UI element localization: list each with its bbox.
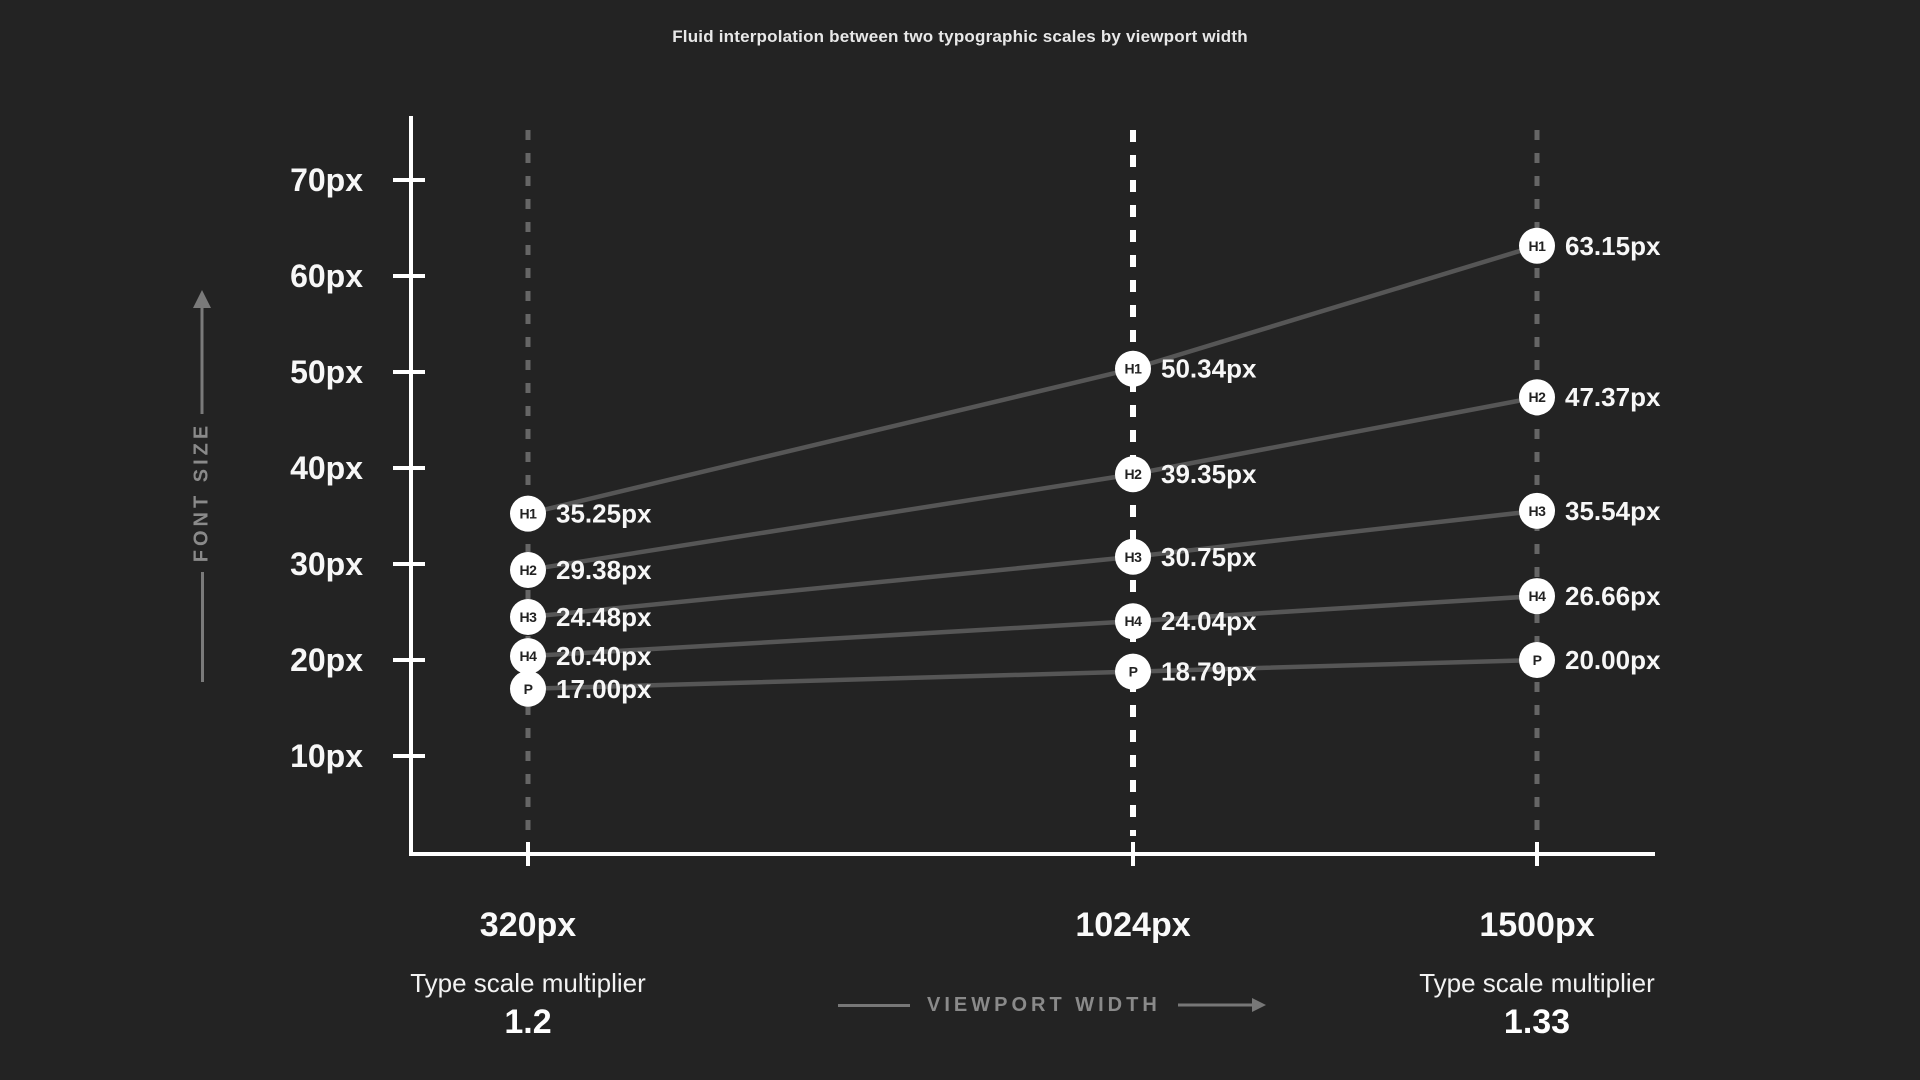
multiplier-caption: Type scale multiplier bbox=[1419, 968, 1655, 998]
value-label-H2-320px: 29.38px bbox=[556, 555, 652, 585]
point-tag-H1: H1 bbox=[1529, 238, 1547, 254]
point-H2-1500px bbox=[1519, 379, 1555, 416]
value-label-H3-1500px: 35.54px bbox=[1565, 496, 1661, 526]
multiplier-caption: Type scale multiplier bbox=[410, 968, 646, 998]
x-axis-caption: VIEWPORT WIDTH bbox=[838, 990, 1266, 1020]
point-H3-1024px bbox=[1115, 538, 1151, 575]
point-tag-H4: H4 bbox=[1125, 613, 1143, 629]
value-label-H2-1024px: 39.35px bbox=[1161, 459, 1257, 489]
y-axis-caption: FONT SIZE bbox=[188, 290, 216, 686]
point-P-1024px bbox=[1115, 653, 1151, 690]
x-axis-caption-label: VIEWPORT WIDTH bbox=[927, 993, 1161, 1016]
point-P-320px bbox=[510, 670, 546, 707]
x-label-1500px: 1500px bbox=[1479, 906, 1594, 944]
point-H1-320px bbox=[510, 495, 546, 532]
series-line-H1 bbox=[525, 243, 1540, 516]
multiplier-footer-320: Type scale multiplier 1.2 bbox=[318, 966, 738, 1041]
y-tick-label-40px: 40px bbox=[290, 450, 363, 486]
series-line-H4 bbox=[525, 593, 1540, 659]
y-tick-label-30px: 30px bbox=[290, 546, 363, 582]
y-axis-caption-line bbox=[201, 572, 204, 682]
point-tag-H4: H4 bbox=[520, 648, 538, 664]
multiplier-value: 1.33 bbox=[1503, 1003, 1571, 1041]
point-H1-1500px bbox=[1519, 227, 1555, 264]
y-tick-label-60px: 60px bbox=[290, 258, 363, 294]
point-tag-H2: H2 bbox=[1125, 466, 1143, 482]
point-H2-320px bbox=[510, 551, 546, 588]
y-tick-label-70px: 70px bbox=[290, 162, 363, 198]
up-arrow-icon bbox=[193, 290, 211, 414]
y-tick-label-20px: 20px bbox=[290, 642, 363, 678]
point-H1-1024px bbox=[1115, 350, 1151, 387]
x-axis-caption-line bbox=[838, 1003, 910, 1007]
point-tag-H1: H1 bbox=[520, 506, 538, 522]
value-label-P-1024px: 18.79px bbox=[1161, 657, 1257, 687]
value-label-P-320px: 17.00px bbox=[556, 674, 652, 704]
value-label-H3-1024px: 30.75px bbox=[1161, 542, 1257, 572]
point-tag-P: P bbox=[1533, 652, 1542, 668]
point-H2-1024px bbox=[1115, 456, 1151, 493]
chart-title: Fluid interpolation between two typograp… bbox=[672, 27, 1248, 46]
value-label-H4-320px: 20.40px bbox=[556, 641, 652, 671]
point-H4-1024px bbox=[1115, 603, 1151, 640]
series-line-H2 bbox=[525, 394, 1540, 573]
multiplier-value: 1.2 bbox=[504, 1003, 552, 1041]
right-arrow-icon bbox=[1177, 998, 1266, 1012]
point-tag-H3: H3 bbox=[1125, 549, 1143, 565]
value-label-H2-1500px: 47.37px bbox=[1565, 382, 1661, 412]
value-label-H1-320px: 35.25px bbox=[556, 499, 652, 529]
point-H4-320px bbox=[510, 638, 546, 675]
point-tag-H3: H3 bbox=[520, 609, 538, 625]
point-tag-P: P bbox=[1129, 664, 1138, 680]
point-H3-320px bbox=[510, 598, 546, 635]
x-label-1024px: 1024px bbox=[1075, 906, 1190, 944]
point-tag-H2: H2 bbox=[1529, 389, 1547, 405]
value-label-H4-1024px: 24.04px bbox=[1161, 606, 1257, 636]
point-tag-H4: H4 bbox=[1529, 588, 1547, 604]
point-H4-1500px bbox=[1519, 578, 1555, 615]
value-label-H4-1500px: 26.66px bbox=[1565, 581, 1661, 611]
series-line-H3 bbox=[525, 508, 1540, 620]
multiplier-footer-1500: Type scale multiplier 1.33 bbox=[1327, 966, 1747, 1041]
series-line-P bbox=[525, 657, 1540, 692]
value-label-P-1500px: 20.00px bbox=[1565, 645, 1661, 675]
point-tag-P: P bbox=[524, 681, 533, 697]
y-tick-label-50px: 50px bbox=[290, 354, 363, 390]
value-label-H1-1500px: 63.15px bbox=[1565, 231, 1661, 261]
point-tag-H3: H3 bbox=[1529, 503, 1547, 519]
point-tag-H2: H2 bbox=[520, 562, 538, 578]
value-label-H1-1024px: 50.34px bbox=[1161, 354, 1257, 384]
y-axis-caption-label: FONT SIZE bbox=[190, 421, 213, 563]
point-P-1500px bbox=[1519, 642, 1555, 678]
value-label-H3-320px: 24.48px bbox=[556, 602, 652, 632]
point-H3-1500px bbox=[1519, 492, 1555, 529]
point-tag-H1: H1 bbox=[1125, 361, 1143, 377]
y-tick-label-10px: 10px bbox=[290, 738, 363, 774]
x-label-320px: 320px bbox=[480, 906, 576, 944]
